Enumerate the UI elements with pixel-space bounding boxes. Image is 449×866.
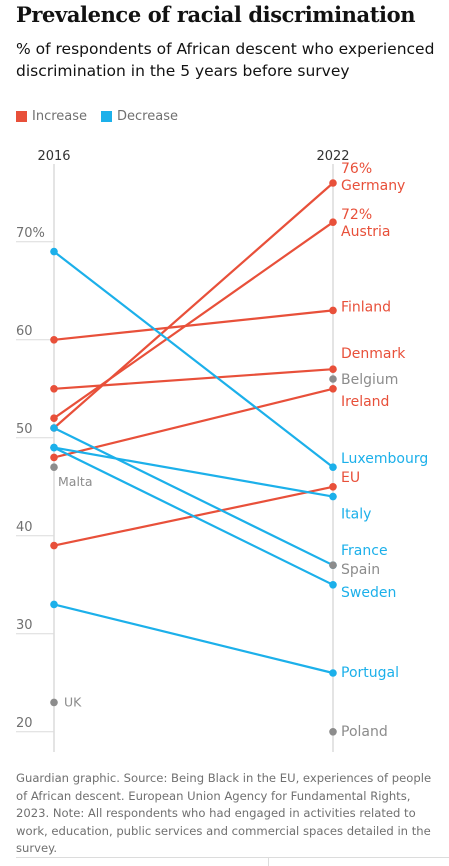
point-2022-finland (329, 306, 337, 315)
x-label-2016: 2016 (37, 149, 70, 164)
y-tick-label-60: 60 (16, 324, 33, 339)
legend-item-decrease: Decrease (101, 109, 178, 124)
point-2022-sweden (329, 581, 337, 589)
y-tick-label-50: 50 (16, 422, 33, 437)
point-2016-france (50, 424, 58, 432)
series-label-ireland: Ireland (341, 394, 389, 410)
legend: Increase Decrease (16, 109, 192, 124)
point-2022-austria (329, 218, 337, 226)
chart-subtitle: % of respondents of African descent who … (16, 40, 435, 80)
legend-label-decrease: Decrease (117, 109, 178, 124)
series-label-italy: Italy (341, 507, 371, 523)
point-2022-denmark (329, 365, 337, 374)
y-tick-label-30: 30 (16, 618, 33, 633)
point-2016-eu (50, 541, 58, 550)
series-label-belgium: Belgium (341, 372, 398, 388)
legend-swatch-decrease (101, 111, 113, 122)
series-line-finland (52, 309, 335, 341)
point-2022-italy (329, 492, 337, 501)
series-label-uk: UK (64, 694, 82, 709)
chart-title: Prevalence of racial discrimination (16, 2, 416, 27)
legend-item-increase: Increase (16, 109, 87, 124)
point-2016-austria (50, 414, 58, 423)
series-label-germany: Germany (341, 178, 405, 194)
series-label-austria: Austria (341, 224, 390, 240)
series-label-sweden: Sweden (341, 585, 396, 601)
legend-label-increase: Increase (32, 109, 88, 124)
series-line-austria (52, 221, 335, 420)
series-line-italy (52, 446, 335, 498)
value-label-austria: 72% (341, 207, 372, 223)
point-2016-luxembourg (50, 247, 58, 256)
series-line-ireland (52, 387, 335, 459)
point-2016-denmark (50, 385, 58, 393)
series-line-luxembourg (52, 250, 335, 469)
chart-footer-note: Guardian graphic. Source: Being Black in… (16, 771, 432, 855)
series-label-france: France (341, 543, 388, 559)
point-2022-portugal (329, 669, 337, 677)
point-2022-eu (329, 483, 337, 491)
point-2016-portugal (50, 600, 58, 609)
point-2022-ireland (329, 385, 337, 393)
series-label-portugal: Portugal (341, 665, 399, 681)
x-label-2022: 2022 (316, 149, 349, 164)
series-label-malta: Malta (58, 474, 92, 489)
point-2022-germany (329, 179, 337, 187)
y-tick-label-20: 20 (16, 716, 33, 731)
point-2016-sweden (50, 443, 58, 452)
series-label-eu: EU (341, 470, 360, 486)
value-label-germany: 76% (341, 161, 372, 177)
series-label-poland: Poland (341, 724, 388, 740)
point-2022-poland (329, 728, 337, 736)
bottom-divider (16, 857, 449, 858)
series-line-denmark (52, 368, 335, 390)
point-2022-belgium (329, 375, 337, 383)
series-label-denmark: Denmark (341, 346, 406, 362)
legend-swatch-increase (16, 111, 27, 122)
series-label-luxembourg: Luxembourg (341, 451, 428, 467)
series-line-germany (52, 181, 335, 430)
point-2016-finland (50, 336, 58, 344)
point-2022-luxembourg (329, 463, 337, 472)
series-label-spain: Spain (341, 562, 380, 578)
series-label-finland: Finland (341, 299, 391, 315)
y-tick-label-40: 40 (16, 520, 33, 535)
point-2016-ireland (50, 453, 58, 462)
series-line-sweden (52, 446, 335, 586)
y-tick-label-70: 70% (16, 226, 45, 241)
point-2016-malta (50, 463, 58, 472)
series-line-france (52, 426, 335, 567)
point-2016-uk (50, 698, 58, 707)
series-line-portugal (52, 603, 335, 675)
point-2022-spain (329, 561, 337, 569)
bottom-divider-tick (268, 857, 269, 866)
